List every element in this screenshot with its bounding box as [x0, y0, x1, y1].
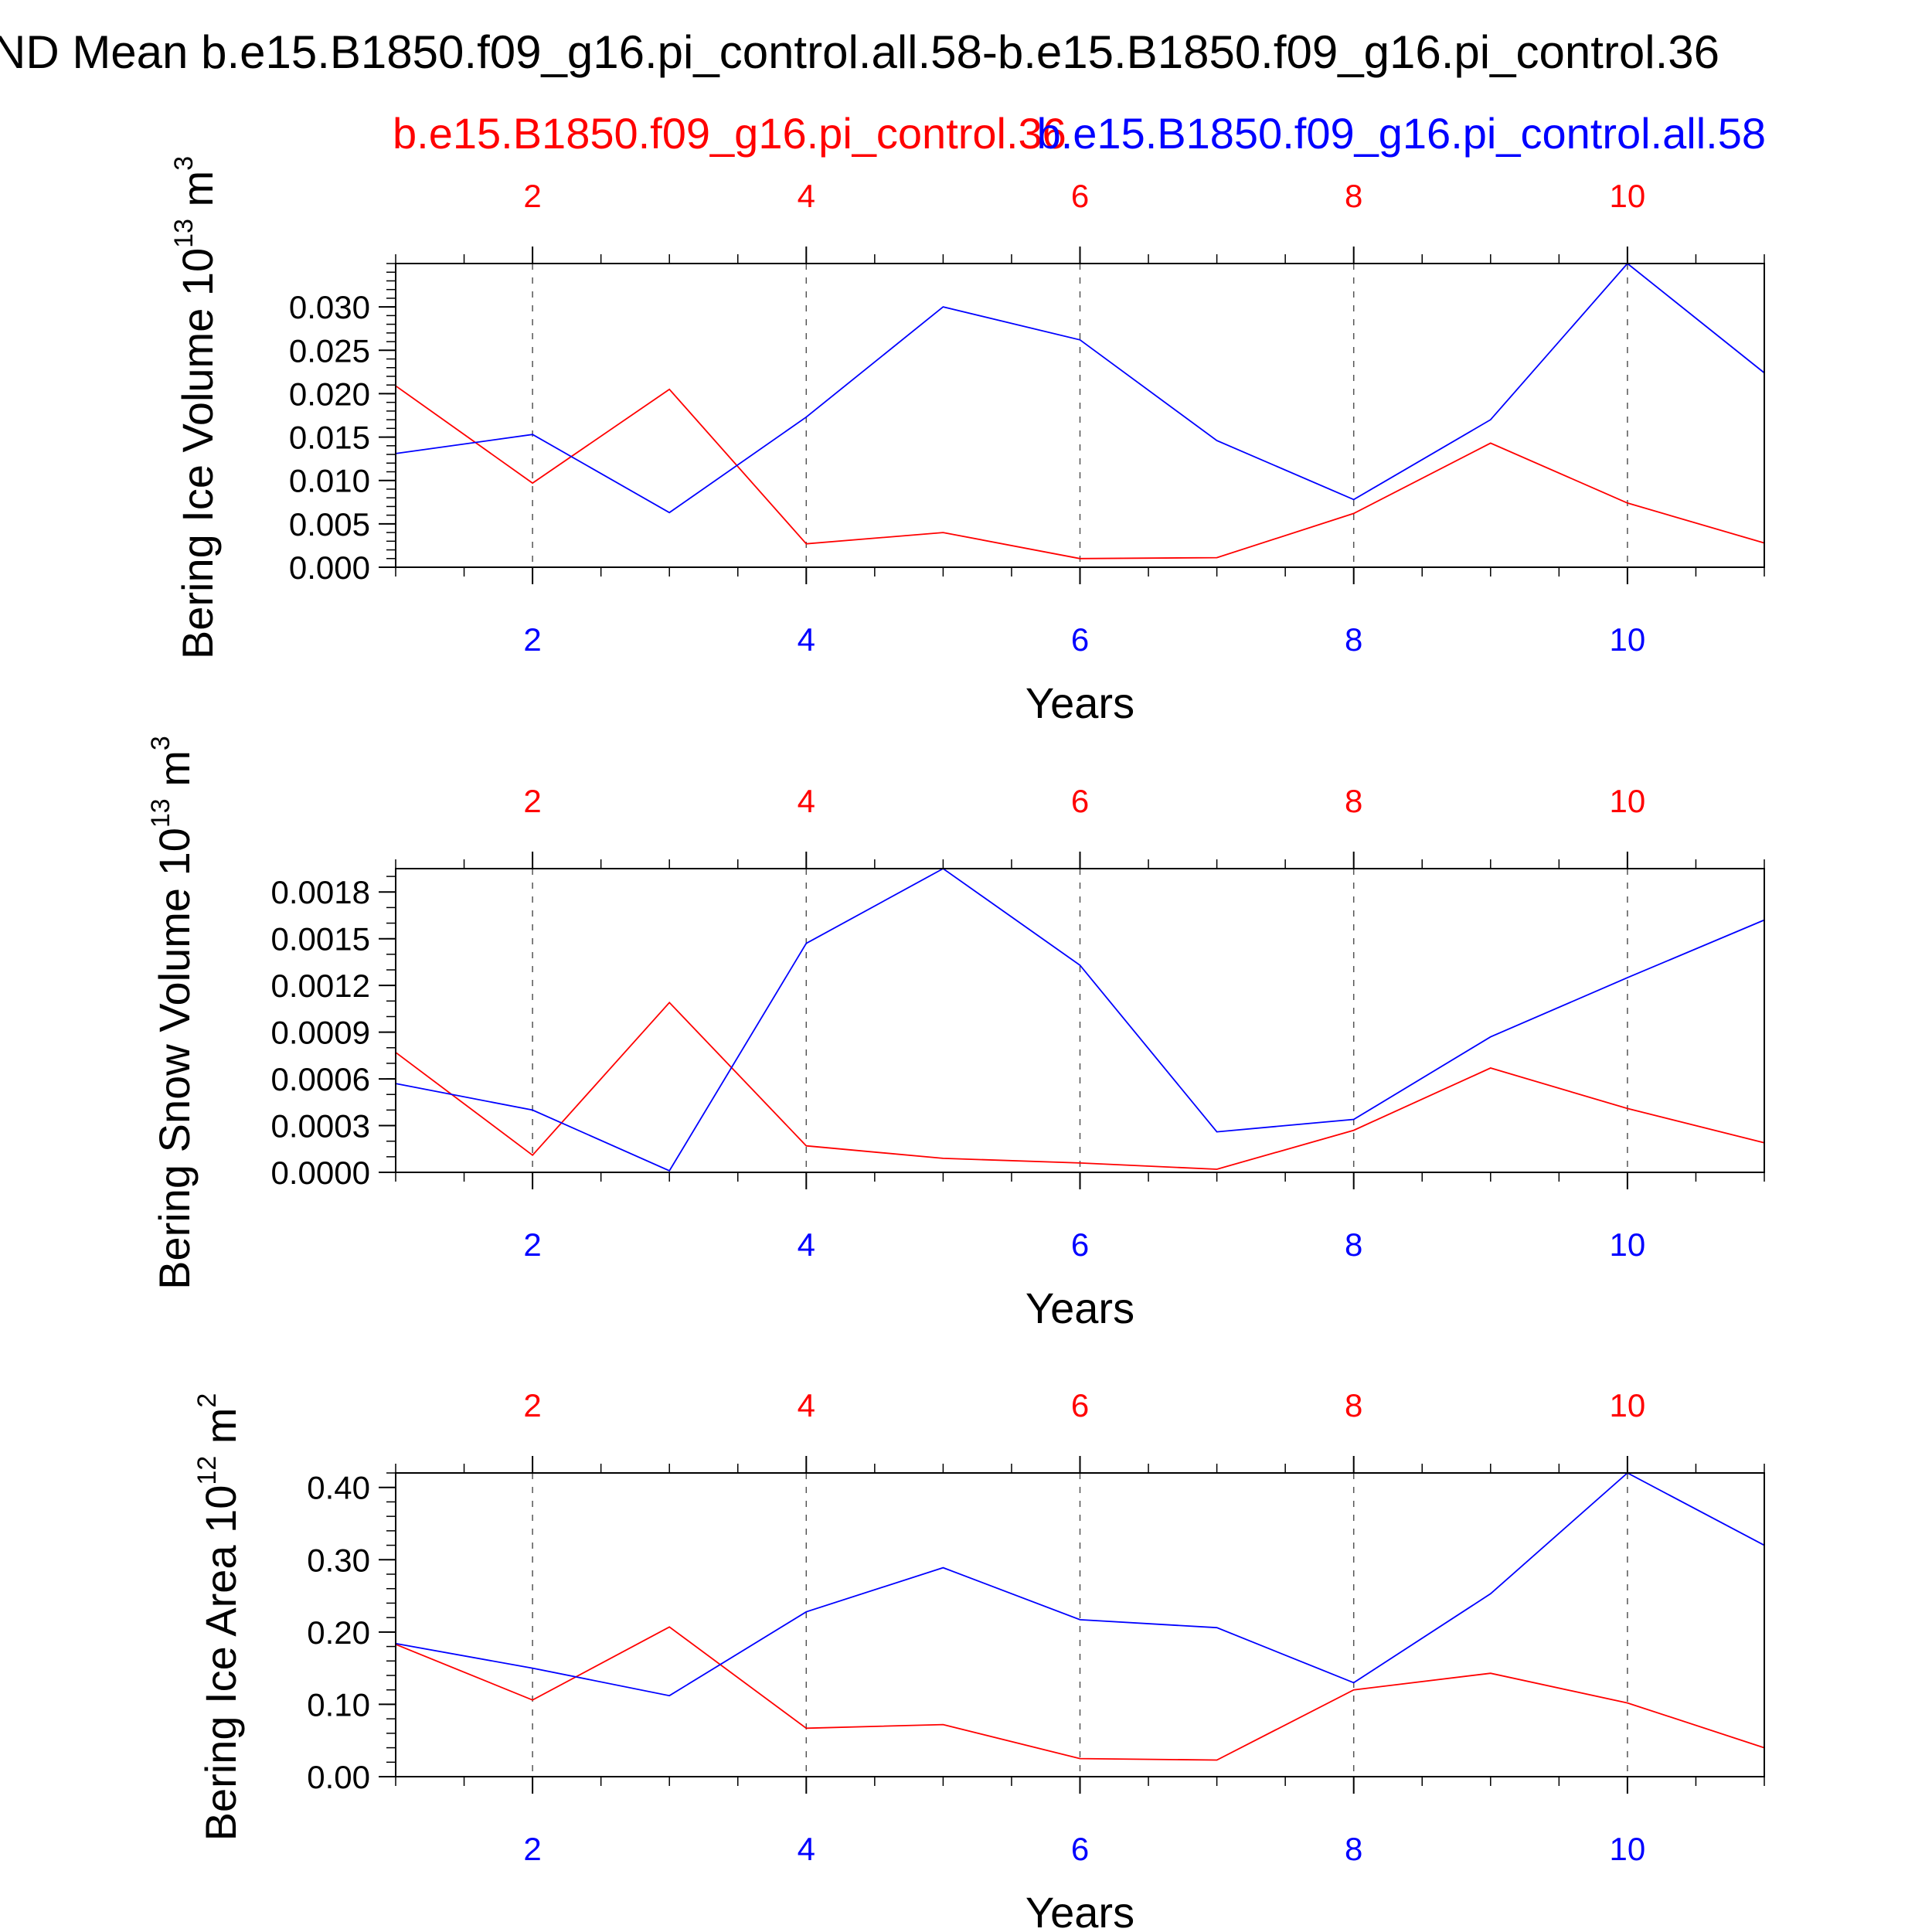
x-tick-label-top: 4	[798, 178, 815, 214]
x-tick-label-top: 2	[523, 783, 541, 819]
chart-panel-2: 2 2 4 4 6 6 8 8 10 10 0.0000 0.0003 0.0006 0.0009 0.00…	[146, 736, 1765, 1332]
x-tick-label-bottom: 8	[1345, 1831, 1362, 1867]
x-tick-label-bottom: 2	[523, 1226, 541, 1263]
y-tick-label: 0.40	[307, 1470, 370, 1506]
x-tick-label-top: 10	[1610, 1387, 1646, 1423]
series-line-red	[395, 385, 1765, 560]
series-line-red	[395, 1001, 1765, 1170]
y-tick-label: 0.000	[289, 549, 370, 586]
x-tick-label-top: 2	[523, 1387, 541, 1423]
y-tick-label: 0.030	[289, 289, 370, 325]
x-axis-label: Years	[1026, 1888, 1134, 1932]
y-tick-label: 0.015	[289, 420, 370, 456]
x-tick-label-bottom: 10	[1610, 1831, 1646, 1867]
panels-group: 2 2 4 4 6 6 8 8 10 10 0.000 0.005 0.010 0.015 0.020 0.0…	[146, 156, 1765, 1932]
x-tick-label-bottom: 10	[1610, 621, 1646, 658]
x-tick-label-top: 6	[1071, 783, 1089, 819]
x-tick-label-top: 10	[1610, 783, 1646, 819]
x-tick-label-bottom: 10	[1610, 1226, 1646, 1263]
x-tick-label-bottom: 4	[798, 621, 815, 658]
x-tick-label-top: 8	[1345, 178, 1362, 214]
x-axis-label: Years	[1026, 1284, 1134, 1332]
y-tick-label: 0.0006	[271, 1061, 370, 1097]
x-tick-label-top: 8	[1345, 1387, 1362, 1423]
y-tick-label: 0.0018	[271, 874, 370, 910]
x-tick-label-top: 8	[1345, 783, 1362, 819]
x-axis-label: Years	[1026, 679, 1134, 727]
x-tick-label-top: 4	[798, 783, 815, 819]
y-tick-label: 0.025	[289, 332, 370, 369]
legend-red-label: b.e15.B1850.f09_g16.pi_control.36	[393, 109, 1066, 158]
y-tick-label: 0.0000	[271, 1155, 370, 1191]
x-tick-label-bottom: 2	[523, 1831, 541, 1867]
y-axis-label: Bering Ice Volume 1013 m3	[169, 156, 222, 659]
x-tick-label-bottom: 6	[1071, 621, 1089, 658]
y-tick-label: 0.0012	[271, 968, 370, 1004]
x-tick-label-bottom: 8	[1345, 1226, 1362, 1263]
y-tick-label: 0.0009	[271, 1015, 370, 1051]
x-tick-label-top: 4	[798, 1387, 815, 1423]
y-axis-label: Bering Snow Volume 1013 m3	[146, 736, 199, 1290]
y-tick-label: 0.10	[307, 1686, 370, 1723]
x-tick-label-top: 6	[1071, 1387, 1089, 1423]
x-tick-label-top: 10	[1610, 178, 1646, 214]
x-tick-label-bottom: 8	[1345, 621, 1362, 658]
y-tick-label: 0.00	[307, 1759, 370, 1795]
x-tick-label-bottom: 6	[1071, 1226, 1089, 1263]
x-tick-label-top: 2	[523, 178, 541, 214]
chart-panel-1: 2 2 4 4 6 6 8 8 10 10 0.000 0.005 0.010 0.015 0.020 0.0…	[169, 156, 1765, 727]
legend-blue-label: b.e15.B1850.f09_g16.pi_control.all.58	[1037, 109, 1766, 158]
x-tick-label-top: 6	[1071, 178, 1089, 214]
y-tick-label: 0.005	[289, 506, 370, 543]
x-tick-label-bottom: 4	[798, 1226, 815, 1263]
chart-panel-3: 2 2 4 4 6 6 8 8 10 10 0.00 0.10 0.20 0.30 0.40 Years Ber…	[192, 1387, 1765, 1932]
series-line-red	[395, 1626, 1765, 1761]
y-axis-label: Bering Ice Area 1012 m2	[192, 1393, 245, 1842]
y-tick-label: 0.020	[289, 376, 370, 412]
y-tick-label: 0.20	[307, 1614, 370, 1651]
series-line-blue	[395, 262, 1765, 514]
y-tick-label: 0.010	[289, 463, 370, 499]
series-line-blue	[395, 867, 1765, 1172]
y-tick-label: 0.0015	[271, 921, 370, 957]
x-tick-label-bottom: 6	[1071, 1831, 1089, 1867]
figure-title: ND Mean b.e15.B1850.f09_g16.pi_control.a…	[0, 26, 1719, 78]
y-tick-label: 0.30	[307, 1542, 370, 1578]
x-tick-label-bottom: 2	[523, 621, 541, 658]
y-tick-label: 0.0003	[271, 1108, 370, 1145]
x-tick-label-bottom: 4	[798, 1831, 815, 1867]
series-line-blue	[395, 1471, 1765, 1697]
